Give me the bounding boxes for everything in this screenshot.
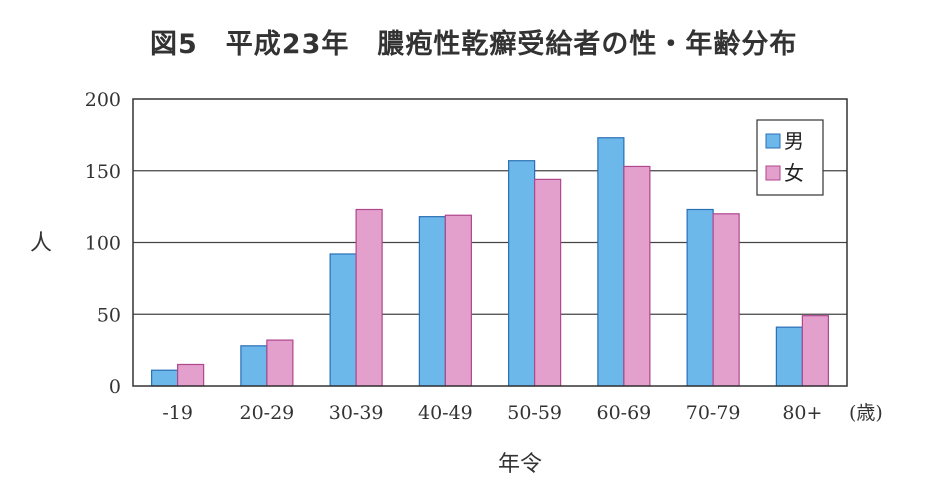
bar-female-3 [444, 214, 472, 387]
x-tick-label: 30-39 [329, 402, 384, 424]
x-axis-label: 年令 [498, 452, 542, 477]
bar-male-7 [775, 326, 803, 387]
y-axis-ticks: 0 50 100 150 200 [85, 89, 121, 398]
y-tick-label: 50 [97, 304, 121, 326]
legend-label: 男 [784, 129, 804, 153]
bar-female-5 [623, 165, 651, 387]
bar-female-0 [177, 363, 205, 387]
x-axis-ticks: -19 20-29 30-39 40-49 50-59 60-69 70-79 80+ [162, 402, 822, 424]
x-tick-label: 70-79 [686, 402, 741, 424]
bar-female-4 [534, 178, 562, 387]
bar-male-6 [686, 208, 714, 387]
bar-female-2 [355, 208, 383, 387]
bar-female-6 [712, 213, 740, 387]
legend-label: 女 [784, 161, 804, 185]
legend-box [756, 119, 824, 196]
bar-male-5 [597, 137, 625, 387]
x-axis-unit: (歳) [849, 402, 883, 424]
bar-female-1 [266, 339, 294, 387]
y-tick-label: 150 [85, 161, 121, 183]
plot-frame [132, 98, 848, 387]
y-tick-label: 100 [85, 233, 121, 255]
bar-male-4 [508, 160, 536, 387]
y-axis-label: 人 [30, 231, 52, 256]
gridlines [133, 170, 847, 315]
legend: 男女 [756, 119, 824, 196]
x-tick-label: 80+ [782, 402, 822, 424]
legend-swatch [765, 165, 781, 181]
bar-female-7 [801, 315, 829, 387]
x-tick-label: -19 [162, 402, 193, 424]
x-tick-label: 60-69 [596, 402, 651, 424]
bars [151, 137, 829, 387]
bar-male-1 [240, 345, 268, 387]
y-tick-label: 0 [109, 376, 121, 398]
x-tick-label: 20-29 [239, 402, 294, 424]
x-tick-label: 40-49 [418, 402, 473, 424]
bar-male-3 [418, 216, 446, 387]
y-tick-label: 200 [85, 89, 121, 111]
legend-swatch [765, 133, 781, 149]
chart-title: 図5 平成23年 膿疱性乾癬受給者の性・年齢分布 [150, 29, 798, 60]
bar-male-2 [329, 253, 357, 387]
x-tick-label: 50-59 [507, 402, 562, 424]
bar-male-0 [151, 369, 179, 387]
